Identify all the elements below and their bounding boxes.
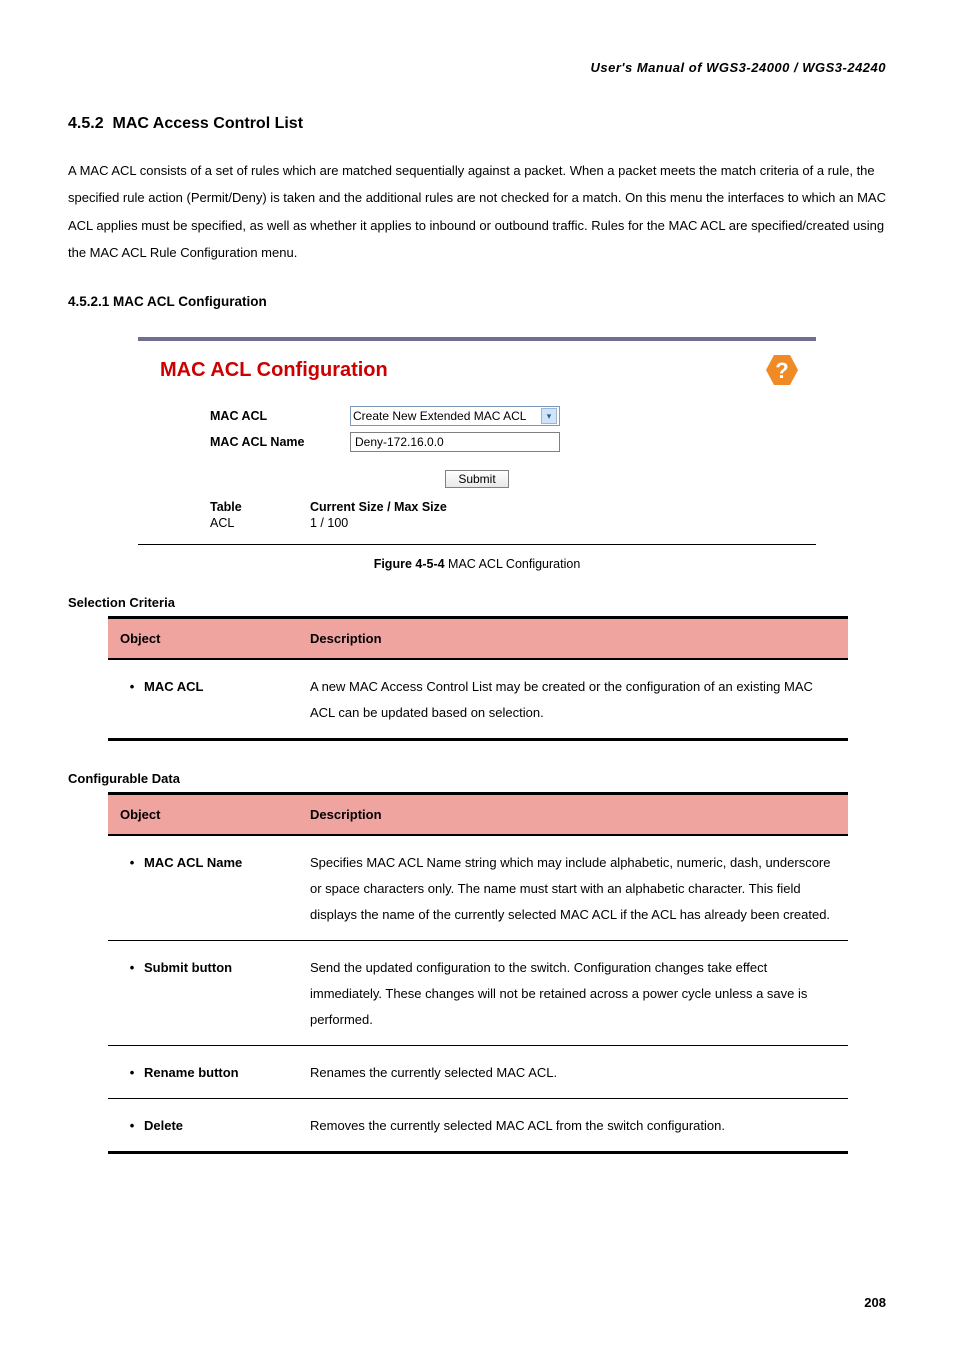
col-object: Object bbox=[108, 618, 298, 660]
page-number: 208 bbox=[864, 1295, 886, 1310]
table-row: •Delete Removes the currently selected M… bbox=[108, 1099, 848, 1153]
cell-description: Specifies MAC ACL Name string which may … bbox=[298, 835, 848, 941]
page-header: User's Manual of WGS3-24000 / WGS3-24240 bbox=[68, 60, 886, 75]
cell-object-text: MAC ACL Name bbox=[144, 855, 242, 870]
intro-paragraph: A MAC ACL consists of a set of rules whi… bbox=[68, 157, 886, 266]
help-icon[interactable]: ? bbox=[766, 355, 798, 385]
table-header-row: Object Description bbox=[108, 794, 848, 836]
table-row: •MAC ACL A new MAC Access Control List m… bbox=[108, 659, 848, 740]
figure-caption: Figure 4-5-4 MAC ACL Configuration bbox=[68, 557, 886, 571]
cell-description: Send the updated configuration to the sw… bbox=[298, 941, 848, 1046]
mac-acl-label: MAC ACL bbox=[210, 409, 350, 423]
submit-button[interactable]: Submit bbox=[445, 470, 508, 488]
table-header-row: Object Description bbox=[108, 618, 848, 660]
field-row-mac-acl-name: MAC ACL Name bbox=[210, 432, 794, 452]
cell-description: A new MAC Access Control List may be cre… bbox=[298, 659, 848, 740]
section-title: 4.5.2 MAC Access Control List bbox=[68, 115, 886, 133]
field-row-mac-acl: MAC ACL Create New Extended MAC ACL ▾ bbox=[210, 406, 794, 426]
table-row: •Submit button Send the updated configur… bbox=[108, 941, 848, 1046]
subsection-title: 4.5.2.1 MAC ACL Configuration bbox=[68, 294, 886, 309]
section-number: 4.5.2 bbox=[68, 115, 104, 132]
size-row-value: 1 / 100 bbox=[310, 516, 794, 530]
mac-acl-name-label: MAC ACL Name bbox=[210, 435, 350, 449]
cell-object: •MAC ACL bbox=[108, 659, 298, 740]
panel-title: MAC ACL Configuration bbox=[160, 359, 794, 382]
mac-acl-config-panel: MAC ACL Configuration ? MAC ACL Create N… bbox=[138, 337, 816, 545]
cell-object-text: Delete bbox=[144, 1118, 183, 1133]
size-grid: Table Current Size / Max Size ACL 1 / 10… bbox=[210, 500, 794, 530]
configurable-data-title: Configurable Data bbox=[68, 771, 886, 786]
cell-object: •Submit button bbox=[108, 941, 298, 1046]
cell-object-text: Rename button bbox=[144, 1065, 239, 1080]
svg-text:?: ? bbox=[775, 358, 788, 383]
section-heading-text: MAC Access Control List bbox=[112, 115, 303, 132]
table-row: •Rename button Renames the currently sel… bbox=[108, 1046, 848, 1099]
mac-acl-select-value: Create New Extended MAC ACL bbox=[353, 409, 541, 423]
cell-object-text: MAC ACL bbox=[144, 679, 203, 694]
table-row: •MAC ACL Name Specifies MAC ACL Name str… bbox=[108, 835, 848, 941]
col-description: Description bbox=[298, 618, 848, 660]
chevron-down-icon: ▾ bbox=[541, 408, 557, 424]
cell-object: •Rename button bbox=[108, 1046, 298, 1099]
figure-label-rest: MAC ACL Configuration bbox=[445, 557, 581, 571]
selection-criteria-table: Object Description •MAC ACL A new MAC Ac… bbox=[108, 616, 848, 741]
size-row-label: ACL bbox=[210, 516, 310, 530]
cell-object: •Delete bbox=[108, 1099, 298, 1153]
cell-description: Renames the currently selected MAC ACL. bbox=[298, 1046, 848, 1099]
size-header-val: Current Size / Max Size bbox=[310, 500, 794, 514]
configurable-data-table: Object Description •MAC ACL Name Specifi… bbox=[108, 792, 848, 1154]
selection-criteria-title: Selection Criteria bbox=[68, 595, 886, 610]
col-description: Description bbox=[298, 794, 848, 836]
mac-acl-select[interactable]: Create New Extended MAC ACL ▾ bbox=[350, 406, 560, 426]
cell-description: Removes the currently selected MAC ACL f… bbox=[298, 1099, 848, 1153]
cell-object-text: Submit button bbox=[144, 960, 232, 975]
figure-label-bold: Figure 4-5-4 bbox=[374, 557, 445, 571]
size-header-col: Table bbox=[210, 500, 310, 514]
panel-body: MAC ACL Create New Extended MAC ACL ▾ MA… bbox=[160, 406, 794, 530]
cell-object: •MAC ACL Name bbox=[108, 835, 298, 941]
mac-acl-name-input[interactable] bbox=[350, 432, 560, 452]
col-object: Object bbox=[108, 794, 298, 836]
